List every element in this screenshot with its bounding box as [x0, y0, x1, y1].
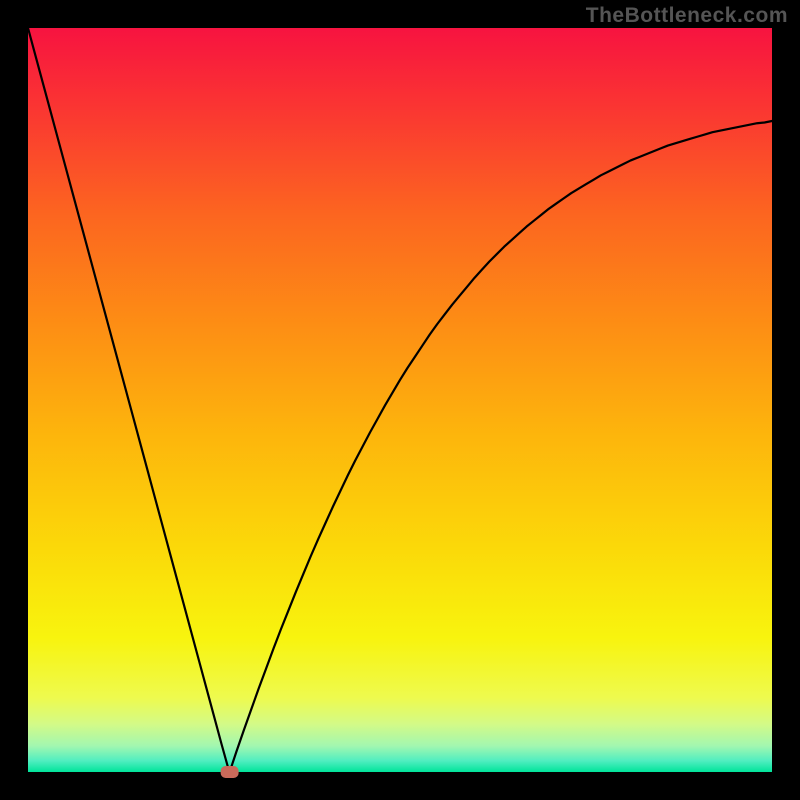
optimal-marker [221, 766, 239, 778]
watermark-text: TheBottleneck.com [586, 4, 788, 28]
plot-area [28, 28, 772, 772]
bottleneck-chart [0, 0, 800, 800]
chart-container: TheBottleneck.com [0, 0, 800, 800]
